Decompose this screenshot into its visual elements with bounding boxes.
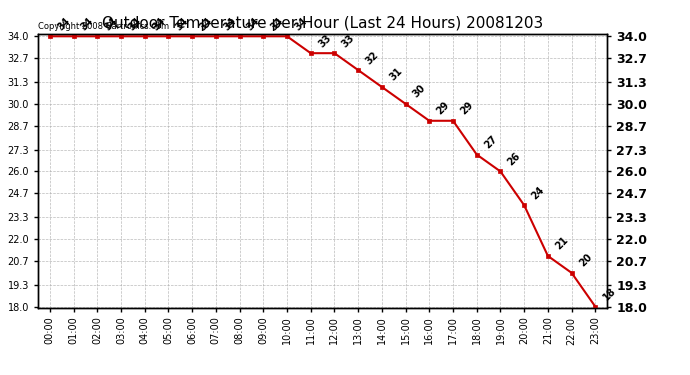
Text: Copyright 2008 Cartronics.com: Copyright 2008 Cartronics.com (38, 22, 169, 31)
Text: 34: 34 (221, 15, 238, 32)
Text: 24: 24 (530, 184, 546, 201)
Text: 34: 34 (79, 15, 96, 32)
Text: 30: 30 (411, 83, 428, 100)
Text: 33: 33 (340, 32, 357, 49)
Text: 27: 27 (482, 134, 499, 150)
Text: 34: 34 (103, 15, 119, 32)
Text: 18: 18 (601, 286, 618, 303)
Text: 31: 31 (387, 66, 404, 83)
Text: 34: 34 (126, 15, 143, 32)
Text: 34: 34 (55, 15, 72, 32)
Text: 20: 20 (577, 252, 594, 269)
Text: 33: 33 (316, 32, 333, 49)
Text: 26: 26 (506, 151, 522, 167)
Text: 21: 21 (553, 235, 570, 252)
Text: 34: 34 (269, 15, 286, 32)
Text: 34: 34 (197, 15, 215, 32)
Text: 29: 29 (459, 100, 475, 117)
Text: 34: 34 (293, 15, 309, 32)
Text: 34: 34 (174, 15, 190, 32)
Text: 29: 29 (435, 100, 451, 117)
Title: Outdoor Temperature per Hour (Last 24 Hours) 20081203: Outdoor Temperature per Hour (Last 24 Ho… (102, 16, 543, 31)
Text: 32: 32 (364, 49, 380, 66)
Text: 34: 34 (150, 15, 167, 32)
Text: 34: 34 (245, 15, 262, 32)
